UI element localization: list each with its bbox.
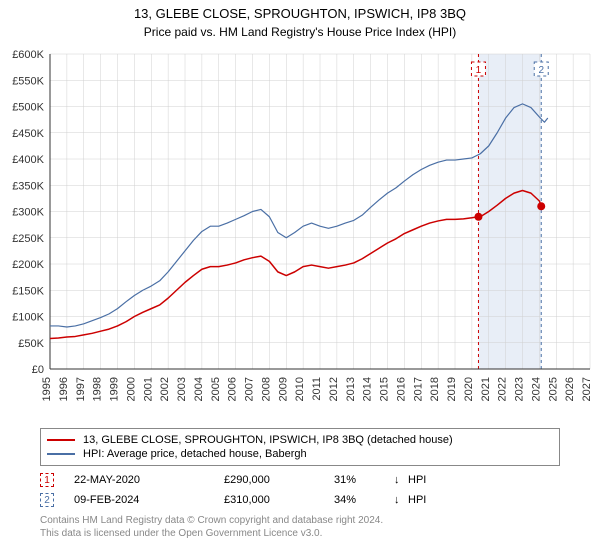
legend-label: 13, GLEBE CLOSE, SPROUGHTON, IPSWICH, IP… [83, 434, 453, 446]
svg-text:2015: 2015 [379, 377, 391, 401]
sale-row: 1 22-MAY-2020£290,00031%↓HPI [40, 470, 560, 490]
svg-text:2011: 2011 [311, 377, 323, 401]
sale-price: £290,000 [224, 474, 334, 486]
svg-text:1995: 1995 [41, 377, 53, 401]
sales-table: 1 22-MAY-2020£290,00031%↓HPI 2 09-FEB-2024£… [40, 470, 560, 510]
footer-line1: Contains HM Land Registry data © Crown c… [40, 514, 560, 527]
svg-text:2007: 2007 [244, 377, 256, 401]
legend-swatch [47, 439, 75, 441]
svg-text:£0: £0 [32, 364, 44, 376]
footer-line2: This data is licensed under the Open Gov… [40, 527, 560, 540]
svg-text:2017: 2017 [412, 377, 424, 401]
sale-marker: 2 [40, 493, 54, 507]
svg-text:1998: 1998 [92, 377, 104, 401]
svg-text:£250K: £250K [12, 233, 44, 245]
svg-text:2018: 2018 [429, 377, 441, 401]
svg-text:2016: 2016 [395, 377, 407, 401]
chart-subtitle: Price paid vs. HM Land Registry's House … [0, 23, 600, 39]
svg-text:2013: 2013 [345, 377, 357, 401]
svg-text:£400K: £400K [12, 154, 44, 166]
svg-text:2023: 2023 [514, 377, 526, 401]
down-arrow-icon: ↓ [394, 494, 408, 506]
svg-text:2000: 2000 [125, 377, 137, 401]
svg-text:2020: 2020 [463, 377, 475, 401]
legend-item: 13, GLEBE CLOSE, SPROUGHTON, IPSWICH, IP… [47, 433, 553, 447]
sale-row: 2 09-FEB-2024£310,00034%↓HPI [40, 490, 560, 510]
svg-text:2001: 2001 [142, 377, 154, 401]
legend-box: 13, GLEBE CLOSE, SPROUGHTON, IPSWICH, IP… [40, 428, 560, 466]
svg-text:£100K: £100K [12, 312, 44, 324]
svg-text:2019: 2019 [446, 377, 458, 401]
svg-text:2003: 2003 [176, 377, 188, 401]
svg-text:2021: 2021 [480, 377, 492, 401]
svg-text:1999: 1999 [109, 377, 121, 401]
legend-swatch [47, 453, 75, 455]
svg-text:1996: 1996 [58, 377, 70, 401]
svg-text:£500K: £500K [12, 102, 44, 114]
svg-text:2010: 2010 [294, 377, 306, 401]
svg-text:2: 2 [538, 65, 544, 76]
svg-text:2005: 2005 [210, 377, 222, 401]
sale-marker: 1 [40, 473, 54, 487]
svg-text:£550K: £550K [12, 75, 44, 87]
svg-text:2009: 2009 [277, 377, 289, 401]
sale-pct: 34% [334, 494, 394, 506]
svg-text:2022: 2022 [497, 377, 509, 401]
down-arrow-icon: ↓ [394, 474, 408, 486]
chart-area: £0 £50K £100K £150K £200K £250K £300K £350K £400… [0, 44, 600, 424]
svg-text:1: 1 [476, 65, 482, 76]
sale-date: 09-FEB-2024 [74, 494, 224, 506]
svg-text:£350K: £350K [12, 180, 44, 192]
sale-hpi-label: HPI [408, 494, 426, 506]
svg-text:£450K: £450K [12, 128, 44, 140]
svg-text:£300K: £300K [12, 207, 44, 219]
svg-text:2026: 2026 [564, 377, 576, 401]
svg-text:1997: 1997 [75, 377, 87, 401]
svg-text:2027: 2027 [581, 377, 593, 401]
svg-text:2012: 2012 [328, 377, 340, 401]
svg-text:£50K: £50K [18, 338, 44, 350]
svg-text:£600K: £600K [12, 49, 44, 61]
svg-text:2008: 2008 [260, 377, 272, 401]
legend-label: HPI: Average price, detached house, Babe… [83, 448, 307, 460]
footer-attribution: Contains HM Land Registry data © Crown c… [40, 514, 560, 540]
svg-text:2002: 2002 [159, 377, 171, 401]
svg-text:2004: 2004 [193, 377, 205, 401]
svg-text:£200K: £200K [12, 259, 44, 271]
svg-text:2025: 2025 [547, 377, 559, 401]
svg-text:2014: 2014 [362, 377, 374, 401]
sale-pct: 31% [334, 474, 394, 486]
svg-text:£150K: £150K [12, 285, 44, 297]
svg-text:2006: 2006 [227, 377, 239, 401]
sale-date: 22-MAY-2020 [74, 474, 224, 486]
sale-hpi-label: HPI [408, 474, 426, 486]
legend-item: HPI: Average price, detached house, Babe… [47, 447, 553, 461]
svg-text:2024: 2024 [530, 377, 542, 401]
line-chart-svg: £0 £50K £100K £150K £200K £250K £300K £350K £400… [0, 44, 600, 424]
sale-price: £310,000 [224, 494, 334, 506]
chart-title: 13, GLEBE CLOSE, SPROUGHTON, IPSWICH, IP… [0, 0, 600, 23]
